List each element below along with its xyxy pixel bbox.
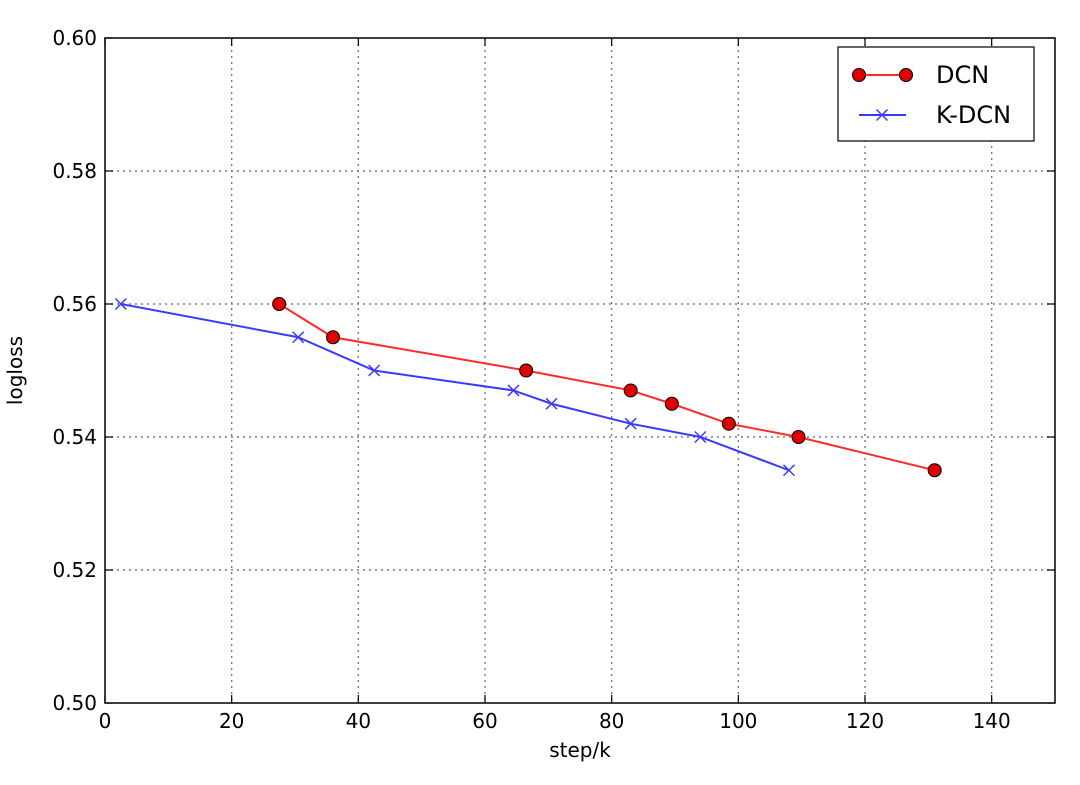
y-tick-label: 0.58 [52,159,97,183]
data-point-k-dcn [114,297,127,311]
axis-ticks: 0 20 40 60 80 100 120 140 0.50 0.52 0.54 0.56 0.58 0.… [52,26,1055,733]
legend-label-dcn: DCN [936,61,989,89]
data-point-dcn [721,416,736,431]
x-tick-label: 120 [846,709,884,733]
legend-marker-k-dcn [875,108,889,122]
y-tick-label: 0.54 [52,425,97,449]
data-point-dcn [927,463,942,478]
data-point-k-dcn [624,417,637,430]
legend-marker-dcn [852,68,866,82]
legend-box [837,46,1035,142]
data-point-k-dcn-stroke [507,384,520,397]
data-point-k-dcn [782,464,796,477]
data-point-k-dcn [545,397,558,410]
legend-marker-k-dcn-stroke [875,108,889,122]
legend: DCN K-DCN [837,46,1035,142]
data-point-dcn [519,363,534,378]
y-tick-label: 0.60 [52,26,97,50]
x-tick-label: 80 [599,709,624,733]
data-point-k-dcn-stroke [624,417,637,430]
x-tick-label: 40 [346,709,371,733]
legend-marker-dcn [899,68,913,82]
x-tick-label: 60 [472,709,497,733]
y-tick-label: 0.52 [52,558,97,582]
plot-frame [104,37,1056,704]
series-group [114,297,942,478]
y-tick-label: 0.56 [52,292,97,316]
data-point-k-dcn-stroke [694,430,707,444]
data-point-k-dcn [368,364,381,377]
data-point-k-dcn [292,331,305,344]
grid [105,38,1055,703]
y-axis-label: logloss [3,336,27,405]
data-point-dcn [664,396,679,411]
x-tick-label: 0 [99,709,112,733]
data-point-k-dcn [694,430,707,444]
data-point-dcn [623,383,638,398]
y-tick-label: 0.50 [52,691,97,715]
x-tick-label: 140 [973,709,1011,733]
data-point-k-dcn-stroke [114,297,127,311]
x-axis-label: step/k [549,738,611,762]
series-line-k-dcn [120,303,790,472]
data-point-k-dcn-stroke [782,464,796,477]
data-point-k-dcn [507,384,520,397]
series-line-dcn [278,303,935,472]
x-tick-label: 20 [219,709,244,733]
data-point-dcn [326,330,340,345]
data-point-dcn [791,430,806,444]
data-point-dcn [272,297,287,311]
legend-label-k-dcn: K-DCN [936,101,1011,129]
data-point-k-dcn-stroke [292,331,305,344]
x-tick-label: 100 [719,709,757,733]
data-point-k-dcn-stroke [545,397,558,410]
data-point-k-dcn-stroke [368,364,381,377]
